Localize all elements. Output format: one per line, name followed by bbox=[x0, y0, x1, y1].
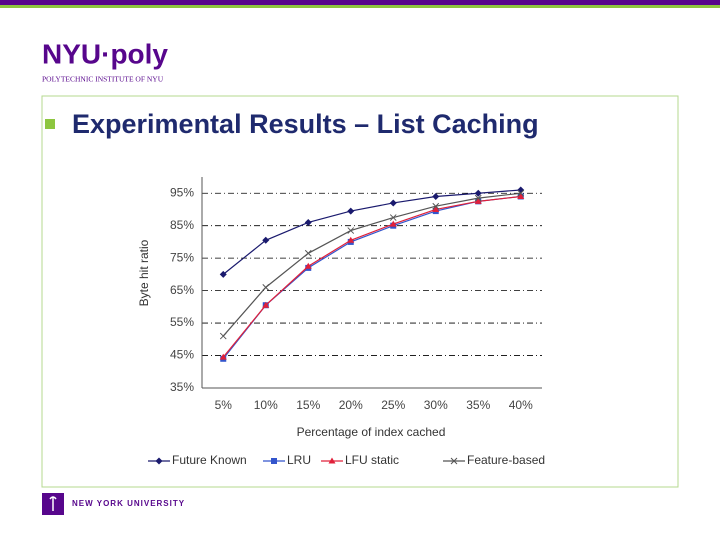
point bbox=[219, 270, 227, 278]
point bbox=[389, 214, 397, 221]
logo-subtitle: POLYTECHNIC INSTITUTE OF NYU bbox=[42, 75, 164, 84]
logo: NYU·poly bbox=[42, 38, 168, 69]
y-tick-label: 95% bbox=[170, 185, 194, 199]
point bbox=[474, 189, 482, 197]
legend-label: Future Known bbox=[172, 453, 247, 467]
y-tick-label: 65% bbox=[170, 283, 194, 297]
point bbox=[219, 353, 227, 360]
point bbox=[262, 284, 270, 291]
point bbox=[432, 205, 440, 212]
top-stripe bbox=[0, 5, 720, 8]
legend-label: LFU static bbox=[345, 453, 399, 467]
point bbox=[474, 197, 482, 204]
series-line bbox=[222, 189, 521, 275]
point bbox=[262, 301, 270, 308]
point bbox=[432, 202, 440, 210]
point bbox=[347, 207, 355, 215]
point bbox=[474, 194, 482, 202]
bullet bbox=[45, 119, 55, 129]
y-tick-label: 85% bbox=[170, 218, 194, 232]
point bbox=[219, 332, 227, 340]
point bbox=[517, 189, 525, 197]
x-tick-label: 10% bbox=[254, 398, 278, 412]
x-tick-label: 30% bbox=[424, 398, 448, 412]
legend-label: LRU bbox=[287, 453, 311, 467]
point bbox=[389, 199, 397, 207]
x-axis-title: Percentage of index cached bbox=[297, 425, 446, 439]
point bbox=[347, 236, 355, 243]
legend-label: Feature-based bbox=[467, 453, 545, 467]
x-tick-label: 5% bbox=[215, 398, 233, 412]
x-tick-label: 20% bbox=[339, 398, 363, 412]
footer: NEW YORK UNIVERSITY bbox=[72, 499, 185, 508]
torch-icon bbox=[49, 496, 57, 511]
series-line bbox=[222, 192, 521, 337]
content-frame bbox=[41, 95, 679, 488]
top-bar bbox=[0, 0, 720, 5]
point bbox=[389, 220, 397, 227]
legend-marker bbox=[271, 458, 277, 464]
y-axis-title: Byte hit ratio bbox=[137, 239, 151, 306]
x-tick-label: 15% bbox=[296, 398, 320, 412]
point bbox=[304, 249, 312, 257]
point bbox=[304, 262, 312, 269]
y-tick-label: 55% bbox=[170, 315, 194, 329]
y-tick-label: 75% bbox=[170, 250, 194, 264]
series-line bbox=[222, 195, 521, 358]
y-tick-label: 45% bbox=[170, 348, 194, 362]
slide-title: Experimental Results – List Caching bbox=[72, 109, 539, 139]
point bbox=[304, 218, 312, 226]
point bbox=[517, 192, 525, 199]
legend-marker bbox=[155, 457, 163, 465]
x-tick-label: 35% bbox=[466, 398, 490, 412]
x-tick-label: 40% bbox=[509, 398, 533, 412]
x-tick-label: 25% bbox=[381, 398, 405, 412]
point bbox=[347, 227, 355, 234]
series-line bbox=[222, 195, 521, 360]
point bbox=[432, 192, 440, 200]
legend-marker bbox=[450, 457, 458, 465]
legend-marker bbox=[328, 457, 336, 464]
point bbox=[517, 186, 525, 194]
y-tick-label: 35% bbox=[170, 380, 194, 394]
point bbox=[262, 236, 270, 244]
